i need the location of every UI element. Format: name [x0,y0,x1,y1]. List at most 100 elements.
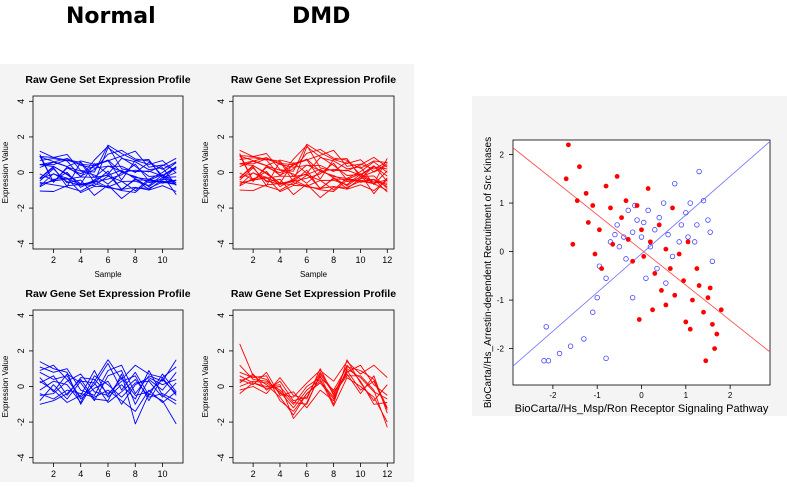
series-line-4 [39,370,177,405]
red-point [590,203,596,208]
x-tick-label: 10 [158,469,168,479]
chart-title: Raw Gene Set Expression Profile [231,288,396,300]
blue-point [638,234,645,240]
red-fit-line [513,147,770,353]
red-point [630,258,636,264]
blue-point [683,210,689,216]
x-tick-label: 4 [78,469,83,479]
y-axis-label: Expression Value [201,355,210,417]
series-line-3 [239,364,388,412]
blue-point [663,280,669,286]
blue-point [709,258,716,264]
series-line-9 [39,389,177,412]
blue-point [700,197,707,204]
y-axis-label: Expression Value [201,141,210,203]
red-point [623,198,629,204]
blue-point [603,275,609,281]
x-tick-label: 1 [684,391,689,400]
x-tick-label: 6 [105,469,110,479]
series-line-12 [239,168,388,190]
red-point [656,222,662,228]
blue-point [705,217,711,223]
red-point [703,358,709,364]
y-axis-label: BioCarta//Hs_Arrestin-dependent Recruitm… [483,137,494,408]
normal-bottom-profile-chart: Raw Gene Set Expression Profile 2 4 6 8 10 -4 -… [1,288,191,487]
dmd-heading: DMD [292,4,351,29]
series-line-5 [239,368,388,409]
series-line-1 [39,359,177,405]
x-tick-label: 4 [277,255,282,265]
x-tick-label: 0 [639,391,644,400]
series-line-2 [239,364,388,408]
red-point [685,239,691,245]
blue-point [660,200,667,206]
x-tick-label: 6 [105,255,110,265]
y-tick-label: -4 [216,240,226,248]
y-tick-label: -4 [16,454,26,462]
red-point [614,173,620,179]
blue-point [643,275,649,281]
red-point [639,227,644,233]
red-point [659,287,664,293]
red-point [709,321,715,327]
blue-point [669,253,676,260]
series-line-7 [39,147,177,183]
x-tick-label: 8 [331,255,336,265]
blue-point [623,256,629,262]
blue-point [603,355,609,362]
red-point [634,203,640,208]
red-point [663,302,669,308]
normal-top-profile-chart: Raw Gene Set Expression Profile 2 4 6 8 10 -4 -… [1,74,191,279]
red-point [650,307,655,313]
blue-point [634,217,640,223]
x-tick-label: 2 [251,469,256,479]
x-tick-label: 12 [382,469,392,479]
blue-point [625,207,631,214]
blue-point [621,234,627,240]
y-tick-label: -4 [216,454,226,462]
blue-point [654,265,660,272]
blue-point [672,180,678,187]
series-line-10 [239,160,388,187]
series-line-7 [239,146,388,183]
y-tick-label: 4 [216,99,226,104]
red-point [652,271,658,276]
blue-point [687,200,693,206]
x-tick-label: -2 [549,391,557,400]
y-tick-label: -2 [216,204,226,212]
dmd-bottom-profile-chart: Raw Gene Set Expression Profile 2 4 6 8 10 12 -… [201,288,396,487]
blue-point [691,239,698,245]
plot-frame [232,309,395,464]
blue-point [641,219,647,226]
fit-lines [513,141,770,367]
series-line-6 [39,145,177,178]
red-point [718,307,724,313]
series-line-14 [39,171,177,190]
red-point [608,205,613,211]
red-point [705,295,711,301]
series-line-12 [39,373,177,425]
dmd-top-profile-chart: Raw Gene Set Expression Profile 2 4 6 8 10 12 -… [201,74,396,279]
y-tick-label: -4 [16,240,26,248]
scatter-chart: -2 -1 0 1 2 -2 -1 0 1 2 BioCarta//Hs_Msp/Ron Recep… [483,137,771,415]
x-tick-label: 2 [728,391,733,400]
red-point [707,285,713,291]
series-line-16 [239,172,388,195]
blue-point [696,168,702,175]
series-line-2 [239,143,388,173]
red-point [585,220,591,225]
red-point [577,164,582,170]
y-axis-label: Expression Value [1,355,10,417]
y-tick-label: 2 [16,134,26,139]
x-axis-label: BioCarta//Hs_Msp/Ron Receptor Signaling … [515,403,769,415]
x-tick-label: 8 [133,255,138,265]
series-line-2 [39,144,177,174]
blue-point [685,234,691,240]
chart-title: Raw Gene Set Expression Profile [231,74,396,86]
red-point [570,241,576,247]
y-tick-label: -2 [16,204,26,212]
x-tick-label: 6 [304,469,309,479]
series-line-19 [39,177,177,194]
y-tick-label: 0 [216,384,226,389]
blue-point [652,227,658,233]
